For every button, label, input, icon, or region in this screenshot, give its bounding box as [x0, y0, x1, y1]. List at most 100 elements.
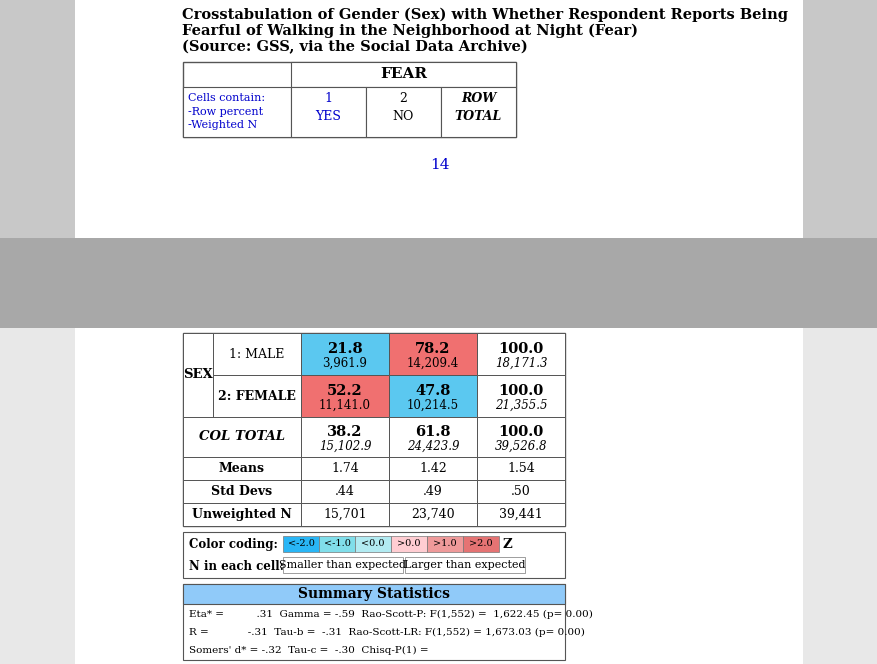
Text: 1: 1: [324, 92, 332, 106]
Bar: [476, 417, 565, 457]
Bar: [182, 333, 565, 526]
Text: Larger than expected: Larger than expected: [403, 560, 525, 570]
Text: YES: YES: [315, 110, 341, 124]
Bar: [282, 536, 318, 552]
Bar: [290, 62, 516, 87]
Text: 39,441: 39,441: [498, 508, 542, 521]
Text: R =            -.31  Tau-b =  -.31  Rao-Scott-LR: F(1,552) = 1,673.03 (p= 0.00): R = -.31 Tau-b = -.31 Rao-Scott-LR: F(1,…: [189, 627, 584, 637]
Text: 2: FEMALE: 2: FEMALE: [217, 390, 296, 402]
Bar: [476, 503, 565, 526]
Text: NO: NO: [392, 110, 414, 124]
Text: 15,102.9: 15,102.9: [318, 440, 371, 452]
Bar: [182, 333, 213, 417]
Text: 14: 14: [430, 158, 449, 172]
Bar: [301, 333, 389, 375]
Bar: [462, 536, 498, 552]
Text: 1: MALE: 1: MALE: [229, 347, 284, 361]
Text: .50: .50: [510, 485, 531, 498]
Text: <-1.0: <-1.0: [324, 539, 350, 548]
Text: -Weighted N: -Weighted N: [188, 120, 257, 130]
Text: Fearful of Walking in the Neighborhood at Night (Fear): Fearful of Walking in the Neighborhood a…: [182, 24, 638, 39]
Text: Crosstabulation of Gender (Sex) with Whether Respondent Reports Being: Crosstabulation of Gender (Sex) with Whe…: [182, 8, 787, 23]
Bar: [476, 480, 565, 503]
Text: 11,141.0: 11,141.0: [318, 399, 371, 412]
Bar: [476, 375, 565, 417]
Text: 1.74: 1.74: [331, 462, 359, 475]
Bar: [182, 417, 301, 457]
Bar: [182, 457, 301, 480]
Text: .44: .44: [335, 485, 354, 498]
Text: 23,740: 23,740: [410, 508, 454, 521]
Bar: [354, 536, 390, 552]
Bar: [182, 503, 301, 526]
Text: 21,355.5: 21,355.5: [494, 399, 546, 412]
Text: 24,423.9: 24,423.9: [406, 440, 459, 452]
Bar: [301, 503, 389, 526]
Text: <-2.0: <-2.0: [288, 539, 314, 548]
Text: 38.2: 38.2: [327, 425, 362, 439]
Text: Somers' d* = -.32  Tau-c =  -.30  Chisq-P(1) =: Somers' d* = -.32 Tau-c = -.30 Chisq-P(1…: [189, 645, 428, 655]
Text: COL TOTAL: COL TOTAL: [199, 430, 285, 444]
Text: N in each cell:: N in each cell:: [189, 560, 283, 573]
Bar: [301, 417, 389, 457]
Bar: [213, 375, 301, 417]
Bar: [404, 557, 524, 573]
Text: 1.42: 1.42: [418, 462, 446, 475]
Bar: [318, 536, 354, 552]
Text: .49: .49: [423, 485, 442, 498]
Bar: [182, 584, 565, 604]
Bar: [389, 480, 476, 503]
Bar: [389, 375, 476, 417]
Text: >2.0: >2.0: [468, 539, 492, 548]
Text: >1.0: >1.0: [432, 539, 456, 548]
Bar: [426, 536, 462, 552]
Text: Unweighted N: Unweighted N: [192, 508, 291, 521]
Bar: [389, 333, 476, 375]
Text: Z: Z: [503, 537, 512, 550]
Text: Smaller than expected: Smaller than expected: [279, 560, 406, 570]
Bar: [301, 480, 389, 503]
Bar: [440, 87, 516, 137]
Text: 100.0: 100.0: [498, 384, 543, 398]
Text: 100.0: 100.0: [498, 342, 543, 356]
Text: Std Devs: Std Devs: [211, 485, 272, 498]
Text: >0.0: >0.0: [396, 539, 420, 548]
Text: 2: 2: [399, 92, 407, 106]
Text: -Row percent: -Row percent: [188, 107, 263, 117]
Text: 52.2: 52.2: [327, 384, 362, 398]
Text: Cells contain:: Cells contain:: [188, 93, 265, 103]
Text: 3,961.9: 3,961.9: [322, 357, 367, 370]
Bar: [389, 503, 476, 526]
Text: FEAR: FEAR: [380, 68, 426, 82]
Bar: [389, 417, 476, 457]
Text: 61.8: 61.8: [415, 425, 450, 439]
Bar: [182, 62, 516, 137]
Bar: [213, 333, 301, 375]
Bar: [290, 87, 366, 137]
Bar: [390, 536, 426, 552]
Bar: [75, 328, 802, 664]
Text: 78.2: 78.2: [415, 342, 450, 356]
Text: Summary Statistics: Summary Statistics: [297, 587, 450, 601]
Bar: [182, 480, 301, 503]
Text: 21.8: 21.8: [327, 342, 362, 356]
Bar: [476, 457, 565, 480]
Bar: [282, 557, 403, 573]
Bar: [182, 532, 565, 578]
Text: 100.0: 100.0: [498, 425, 543, 439]
Bar: [366, 87, 440, 137]
Bar: [0, 328, 877, 664]
Text: 18,171.3: 18,171.3: [494, 357, 546, 370]
Text: TOTAL: TOTAL: [454, 110, 502, 124]
Text: Means: Means: [218, 462, 265, 475]
Text: 39,526.8: 39,526.8: [494, 440, 546, 452]
Text: 15,701: 15,701: [323, 508, 367, 521]
Text: Eta* =          .31  Gamma = -.59  Rao-Scott-P: F(1,552) =  1,622.45 (p= 0.00): Eta* = .31 Gamma = -.59 Rao-Scott-P: F(1…: [189, 610, 592, 619]
Text: 1.54: 1.54: [507, 462, 534, 475]
Text: (Source: GSS, via the Social Data Archive): (Source: GSS, via the Social Data Archiv…: [182, 40, 527, 54]
Text: SEX: SEX: [183, 369, 212, 382]
Bar: [182, 584, 565, 660]
Text: <0.0: <0.0: [360, 539, 384, 548]
Text: 14,209.4: 14,209.4: [406, 357, 459, 370]
Bar: [182, 87, 290, 137]
